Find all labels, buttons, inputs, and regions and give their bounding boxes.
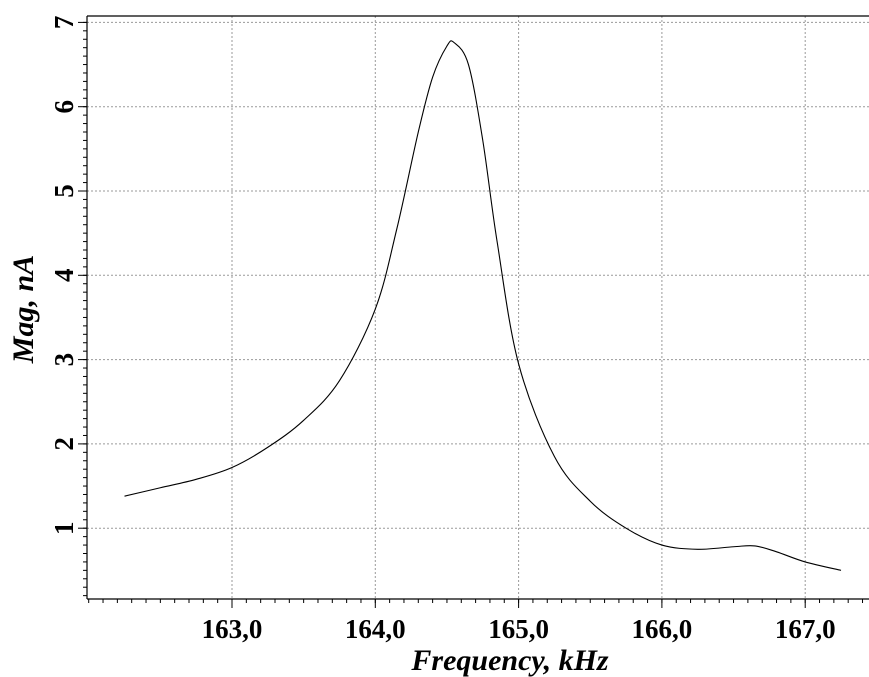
y-tick-label: 6 [49,100,79,114]
y-tick-label: 7 [49,16,79,30]
y-tick-label: 1 [49,521,79,535]
minor-ticks [78,21,864,608]
y-tick-label: 3 [49,353,79,367]
x-tick-label: 163,0 [202,614,263,644]
y-axis-title: Mag, nA [7,255,40,364]
y-tick-label: 4 [49,269,79,283]
x-axis-title: Frequency, kHz [410,644,609,677]
gridlines [87,16,869,599]
x-tick-label: 167,0 [775,614,836,644]
x-tick-label: 166,0 [632,614,693,644]
x-tick-label: 164,0 [345,614,406,644]
y-tick-label: 5 [49,184,79,198]
x-tick-label: 165,0 [488,614,549,644]
series-line [124,40,842,571]
y-tick-label: 2 [49,437,79,451]
tick-labels: 163,0 164,0 165,0 166,0 167,0 1 2 3 4 5 6 7 [49,16,836,644]
